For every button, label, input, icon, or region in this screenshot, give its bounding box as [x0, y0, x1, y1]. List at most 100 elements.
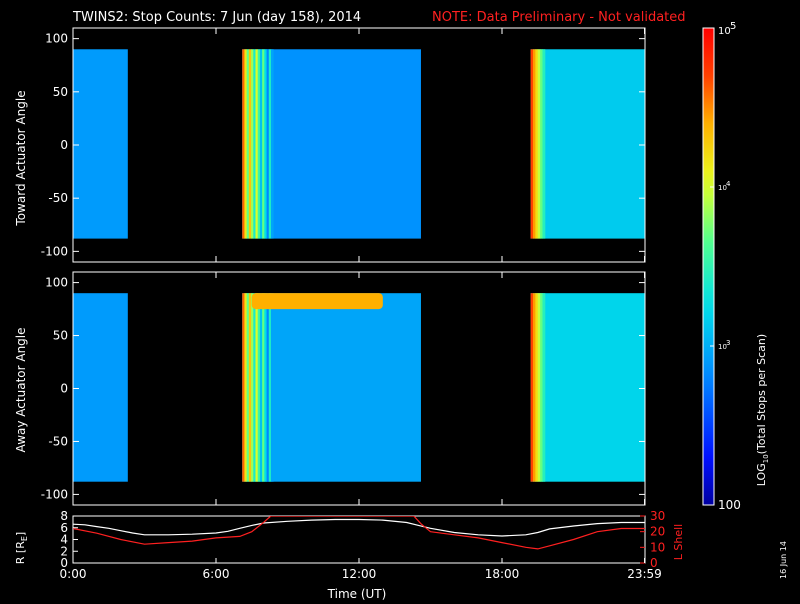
toward-edge-stripe [262, 49, 265, 239]
away-edge-stripe [242, 293, 245, 482]
r-axis-label: R [RE] [14, 532, 29, 564]
colorbar-label: LOG10(Total Stops per Scan) [755, 334, 770, 486]
colorbar-tick-label-base: 10 [718, 343, 727, 351]
r-series-line [73, 518, 645, 537]
toward-y-tick-label: -100 [41, 244, 68, 258]
orbit-frame [72, 515, 646, 564]
toward-edge-stripe [266, 49, 270, 239]
chart-title: TWINS2: Stop Counts: 7 Jun (day 158), 20… [72, 10, 361, 25]
away-edge-stripe [537, 293, 541, 482]
l-shell-y-tick-label: 20 [650, 525, 665, 539]
r-axis-label-sub: E [20, 536, 29, 541]
toward-edge-stripe [248, 49, 252, 239]
svg-text:R [RE]: R [RE] [14, 532, 29, 564]
toward-edge-stripe [542, 49, 546, 239]
toward-edge-stripe [268, 49, 272, 239]
toward-y-tick-label: 50 [53, 85, 68, 99]
away-edge-stripe [248, 293, 252, 482]
colorbar-gradient [702, 27, 715, 506]
toward-edge-stripe [264, 49, 267, 239]
time-x-tick-label: 0:00 [60, 567, 87, 581]
r-axis-label-main: R [R [14, 541, 27, 564]
away-interval-1 [73, 293, 128, 482]
away-edge-stripe [262, 293, 265, 482]
toward-interval-1 [73, 49, 128, 239]
away-y-tick-label: -100 [41, 487, 68, 501]
toward-edge-stripe [540, 49, 543, 239]
time-x-tick-label: 23:59 [627, 567, 662, 581]
r-y-tick-label: 8 [60, 509, 68, 523]
colorbar-label-log: LOG [755, 463, 768, 486]
away-edge-stripe [251, 293, 254, 482]
away-edge-stripe [270, 293, 274, 482]
toward-interval-3 [530, 49, 645, 239]
l-shell-y-tick-label: 0 [650, 556, 658, 570]
toward-edge-stripe [257, 49, 261, 239]
away-edge-stripe [264, 293, 267, 482]
away-edge-stripe [246, 293, 250, 482]
away-edge-stripe [268, 293, 272, 482]
toward-edge-stripe [530, 49, 534, 239]
time-x-tick-label: 12:00 [342, 567, 377, 581]
colorbar-tick-label-exponent: 4 [726, 180, 731, 188]
r-y-tick-label: 0 [60, 556, 68, 570]
toward-edge-stripe [255, 49, 259, 239]
away-heatmap-panel: 100 50 0 -50 -100 [41, 271, 646, 506]
away-y-tick-label: -50 [48, 434, 68, 448]
toward-edge-stripe [537, 49, 541, 239]
toward-y-tick-label: 0 [60, 138, 68, 152]
colorbar-label-rest: (Total Stops per Scan) [755, 334, 768, 455]
l-shell-axis-label: L Shell [672, 524, 685, 560]
away-edge-stripe [266, 293, 270, 482]
colorbar-tick-label-exponent: 5 [730, 21, 736, 32]
toward-edge-stripe [259, 49, 263, 239]
toward-y-axis-label: Toward Actuator Angle [14, 90, 28, 226]
away-edge-stripe [244, 293, 248, 482]
away-edge-stripe [253, 293, 256, 482]
preliminary-note: NOTE: Data Preliminary - Not validated [432, 10, 686, 25]
away-edge-stripe [532, 293, 536, 482]
toward-y-tick-label: -50 [48, 191, 68, 205]
away-edge-stripe [535, 293, 539, 482]
away-interval-3 [530, 293, 645, 482]
away-y-tick-label: 0 [60, 382, 68, 396]
toward-edge-stripe [246, 49, 250, 239]
away-edge-stripe [257, 293, 261, 482]
away-edge-stripe [530, 293, 534, 482]
l-shell-series-line [73, 516, 645, 550]
away-y-tick-label: 100 [45, 276, 68, 290]
time-axis-label: Time (UT) [327, 587, 387, 600]
toward-edge-stripe [270, 49, 274, 239]
colorbar-tick-label-base: 10 [718, 184, 727, 192]
colorbar-label-sub: 10 [762, 454, 770, 463]
away-edge-stripe [540, 293, 543, 482]
toward-heatmap-panel: 100 50 0 -50 -100 [41, 27, 646, 263]
r-y-tick-label: 2 [60, 544, 68, 558]
away-high-count-band [251, 293, 383, 310]
away-y-tick-label: 50 [53, 329, 68, 343]
toward-edge-stripe [242, 49, 245, 239]
colorbar-tick-label: 100 [718, 498, 741, 512]
svg-text:LOG10(Total Stops per Scan): LOG10(Total Stops per Scan) [755, 334, 770, 486]
toward-edge-stripe [251, 49, 254, 239]
away-y-axis-label: Away Actuator Angle [14, 327, 28, 452]
away-edge-stripe [542, 293, 546, 482]
toward-edge-stripe [535, 49, 539, 239]
l-shell-y-tick-label: 30 [650, 509, 665, 523]
toward-edge-stripe [253, 49, 256, 239]
colorbar-tick-label-exponent: 3 [726, 339, 730, 347]
generation-date: 16 Jun 14 [779, 541, 788, 579]
r-axis-label-end: ] [14, 532, 27, 536]
l-shell-y-tick-label: 10 [650, 540, 665, 554]
r-y-tick-label: 4 [60, 533, 68, 547]
r-y-tick-label: 6 [60, 521, 68, 535]
time-x-tick-label: 18:00 [485, 567, 520, 581]
colorbar-tick-label-base: 10 [718, 26, 731, 37]
toward-y-tick-label: 100 [45, 32, 68, 46]
toward-edge-stripe [244, 49, 248, 239]
away-edge-stripe [259, 293, 263, 482]
